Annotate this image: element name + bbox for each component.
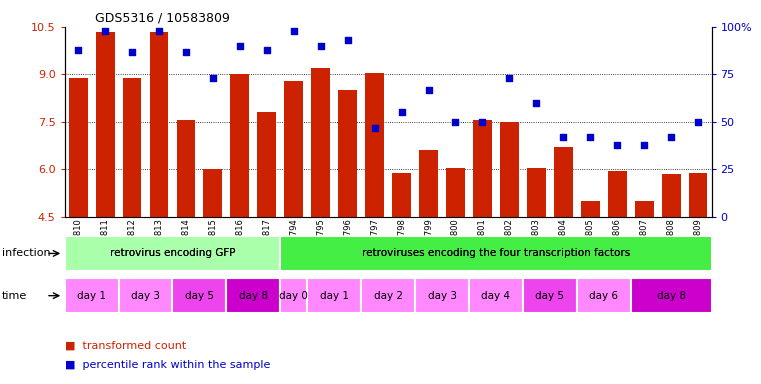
- Bar: [307, 278, 361, 313]
- Bar: [419, 151, 438, 217]
- Point: [126, 48, 139, 55]
- Bar: [631, 278, 712, 313]
- Bar: [635, 201, 654, 217]
- Point: [638, 142, 650, 148]
- Bar: [257, 113, 276, 217]
- Text: day 1: day 1: [320, 291, 349, 301]
- Text: day 3: day 3: [131, 291, 160, 301]
- Bar: [469, 278, 523, 313]
- Bar: [203, 169, 222, 217]
- Bar: [661, 174, 680, 217]
- Point: [611, 142, 623, 148]
- Text: time: time: [2, 291, 27, 301]
- Bar: [68, 78, 88, 217]
- Text: day 5: day 5: [185, 291, 214, 301]
- Bar: [608, 171, 626, 217]
- Bar: [227, 278, 280, 313]
- Bar: [365, 73, 384, 217]
- Bar: [285, 81, 303, 217]
- Point: [234, 43, 246, 49]
- Text: day 5: day 5: [535, 291, 565, 301]
- Text: infection: infection: [2, 248, 50, 258]
- Bar: [311, 68, 330, 217]
- Bar: [280, 278, 307, 313]
- Point: [530, 100, 543, 106]
- Text: day 1: day 1: [77, 291, 106, 301]
- Point: [153, 28, 165, 34]
- Bar: [119, 278, 173, 313]
- Bar: [96, 31, 115, 217]
- Text: retroviruses encoding the four transcription factors: retroviruses encoding the four transcrip…: [361, 248, 630, 258]
- Text: day 0: day 0: [279, 291, 308, 301]
- Bar: [361, 278, 415, 313]
- Bar: [446, 168, 465, 217]
- Text: retroviruses encoding the four transcription factors: retroviruses encoding the four transcrip…: [361, 248, 630, 258]
- Point: [692, 119, 704, 125]
- Bar: [523, 278, 577, 313]
- Bar: [500, 122, 519, 217]
- Bar: [577, 278, 631, 313]
- Bar: [280, 236, 712, 271]
- Point: [72, 46, 84, 53]
- Text: ■  percentile rank within the sample: ■ percentile rank within the sample: [65, 360, 270, 370]
- Point: [450, 119, 462, 125]
- Bar: [527, 168, 546, 217]
- Point: [503, 75, 515, 81]
- Text: day 2: day 2: [374, 291, 403, 301]
- Bar: [689, 173, 708, 217]
- Bar: [65, 278, 119, 313]
- Point: [342, 37, 354, 43]
- Point: [584, 134, 597, 140]
- Point: [396, 109, 408, 116]
- Point: [288, 28, 300, 34]
- Bar: [123, 78, 142, 217]
- Bar: [65, 236, 280, 271]
- Text: day 3: day 3: [428, 291, 457, 301]
- Text: ■  transformed count: ■ transformed count: [65, 341, 186, 351]
- Point: [261, 46, 273, 53]
- Point: [422, 86, 435, 93]
- Point: [99, 28, 111, 34]
- Text: retrovirus encoding GFP: retrovirus encoding GFP: [110, 248, 235, 258]
- Bar: [150, 31, 168, 217]
- Bar: [338, 90, 357, 217]
- Bar: [280, 236, 712, 271]
- Bar: [177, 120, 196, 217]
- Bar: [415, 278, 469, 313]
- Bar: [581, 201, 600, 217]
- Bar: [554, 147, 573, 217]
- Text: GDS5316 / 10583809: GDS5316 / 10583809: [95, 12, 230, 25]
- Bar: [473, 120, 492, 217]
- Bar: [173, 278, 227, 313]
- Point: [368, 124, 380, 131]
- Bar: [392, 173, 411, 217]
- Point: [207, 75, 219, 81]
- Bar: [65, 236, 280, 271]
- Point: [476, 119, 489, 125]
- Point: [180, 48, 192, 55]
- Point: [314, 43, 326, 49]
- Text: retrovirus encoding GFP: retrovirus encoding GFP: [110, 248, 235, 258]
- Text: day 4: day 4: [482, 291, 511, 301]
- Point: [665, 134, 677, 140]
- Point: [557, 134, 569, 140]
- Text: day 8: day 8: [239, 291, 268, 301]
- Text: day 6: day 6: [589, 291, 618, 301]
- Bar: [231, 74, 250, 217]
- Text: day 8: day 8: [657, 291, 686, 301]
